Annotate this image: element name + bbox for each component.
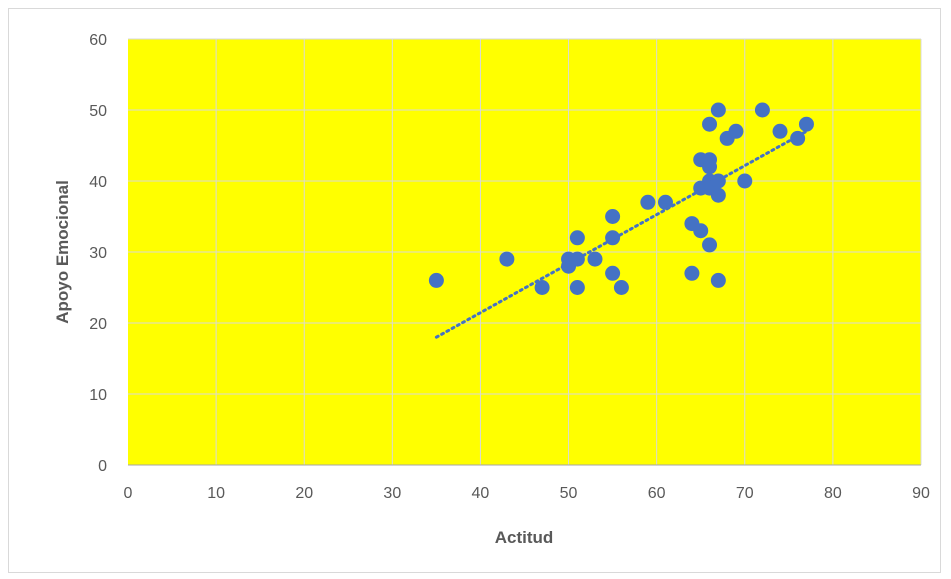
y-tick-label: 50 [89, 103, 107, 120]
data-point [798, 116, 814, 132]
x-tick-label: 80 [824, 485, 842, 502]
data-point [710, 272, 726, 288]
y-tick-label: 10 [89, 387, 107, 404]
data-point [587, 251, 603, 267]
data-point [640, 194, 656, 210]
x-tick-label: 90 [912, 485, 930, 502]
y-tick-label: 40 [89, 174, 107, 191]
data-points [428, 102, 814, 295]
data-point [710, 102, 726, 118]
data-point [737, 173, 753, 189]
y-tick-label: 0 [98, 458, 107, 475]
data-point [605, 265, 621, 281]
x-tick-label: 20 [295, 485, 313, 502]
gridlines [128, 38, 922, 465]
y-tick-labels: 0 10 20 30 40 50 60 [89, 32, 107, 475]
x-tick-label: 40 [472, 485, 490, 502]
x-tick-label: 0 [124, 485, 133, 502]
data-point [710, 187, 726, 203]
data-point [710, 173, 726, 189]
x-tick-label: 30 [383, 485, 401, 502]
y-tick-label: 20 [89, 316, 107, 333]
data-point [790, 130, 806, 146]
data-point [613, 280, 629, 295]
x-tick-label: 50 [560, 485, 578, 502]
y-tick-label: 60 [89, 32, 107, 49]
data-point [428, 272, 444, 288]
x-tick-label: 60 [648, 485, 666, 502]
data-point [605, 230, 621, 246]
data-point [772, 123, 788, 139]
x-axis-title: Actitud [495, 528, 554, 547]
data-point [702, 159, 718, 175]
y-axis-title: Apoyo Emocional [53, 180, 72, 324]
data-point [754, 102, 770, 118]
data-point [657, 194, 673, 210]
data-point [702, 237, 718, 253]
x-tick-labels: 0 10 20 30 40 50 60 70 80 90 [124, 485, 930, 502]
data-point [693, 223, 709, 239]
data-point [702, 116, 718, 132]
data-point [728, 123, 744, 139]
x-tick-label: 10 [207, 485, 225, 502]
data-point [569, 230, 585, 246]
data-point [569, 251, 585, 267]
data-point [605, 209, 621, 224]
data-point [569, 280, 585, 295]
data-point [499, 251, 515, 267]
y-tick-label: 30 [89, 245, 107, 262]
data-point [534, 280, 550, 295]
data-point [684, 265, 700, 281]
trendline [434, 129, 808, 339]
x-tick-label: 70 [736, 485, 754, 502]
